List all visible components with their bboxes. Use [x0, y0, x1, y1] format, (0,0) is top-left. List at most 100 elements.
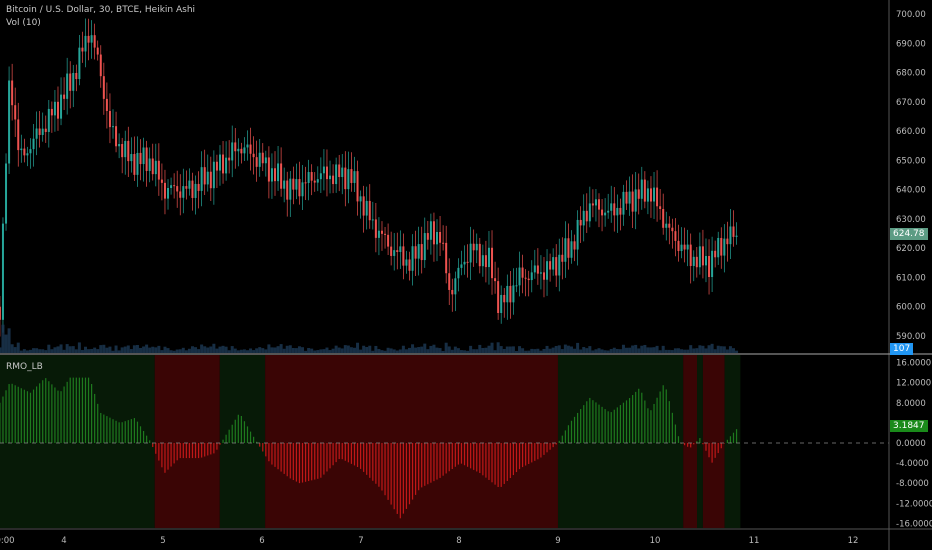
candle-body [188, 180, 191, 189]
volume-bar [646, 347, 650, 353]
candle-body [127, 140, 130, 162]
candle-body [451, 289, 454, 295]
volume-bar [270, 347, 274, 353]
candle-body [549, 261, 552, 270]
candle-body [38, 128, 41, 135]
candle-body [377, 230, 380, 238]
candle-body [56, 101, 59, 119]
volume-bar [285, 345, 289, 353]
volume-bar [322, 349, 326, 353]
volume-bar [664, 349, 668, 353]
candle-body [176, 186, 179, 192]
candle-body [246, 144, 249, 148]
volume-bar [560, 349, 564, 353]
candle-body [640, 179, 643, 199]
volume-bar [301, 347, 305, 353]
candle-body [139, 152, 142, 165]
volume-bar [530, 348, 534, 353]
candle-body [683, 244, 686, 250]
volume-bar [148, 347, 152, 353]
volume-bar [282, 348, 286, 353]
indicator-legend: RMO_LB [6, 362, 43, 372]
candle-body [665, 223, 668, 228]
candle-body [277, 163, 280, 182]
volume-bar [325, 347, 329, 353]
candle-body [649, 188, 652, 202]
volume-bar [542, 348, 546, 353]
volume-bar [478, 344, 482, 353]
osc-region-bear [683, 355, 698, 528]
volume-bar [466, 350, 470, 353]
candle-body [374, 219, 377, 238]
volume-bar [469, 345, 473, 353]
volume-bar [475, 349, 479, 353]
candle-body [460, 264, 463, 268]
candle-body [408, 259, 411, 271]
candle-body [87, 35, 90, 43]
volume-bar [297, 346, 301, 353]
candle-body [167, 188, 170, 199]
volume-bar [349, 347, 353, 353]
volume-bar [438, 348, 442, 353]
candle-body [509, 285, 512, 303]
candle-body [322, 166, 325, 174]
candle-body [41, 128, 44, 135]
volume-bar [175, 349, 179, 353]
candle-body [240, 148, 243, 154]
candle-body [704, 256, 707, 266]
candle-body [78, 47, 81, 80]
volume-bar [631, 345, 635, 353]
volume-bar [132, 345, 136, 353]
volume-bar [573, 348, 577, 353]
volume-bar [154, 347, 158, 353]
candle-body [466, 261, 469, 263]
candle-body [558, 254, 561, 276]
candle-body [29, 149, 32, 154]
time-tick-label: 5 [160, 536, 165, 546]
volume-bar [606, 350, 610, 353]
candle-body [469, 243, 472, 263]
volume-bar [533, 349, 537, 353]
volume-bar [609, 348, 613, 353]
candle-body [63, 94, 66, 99]
volume-bar [713, 349, 717, 353]
volume-bar [493, 350, 497, 353]
volume-bar [707, 345, 711, 353]
volume-bar [233, 348, 237, 353]
volume-bar [90, 348, 94, 353]
candle-body [197, 183, 200, 191]
volume-bar [374, 345, 378, 353]
volume-bar [252, 350, 256, 353]
candle-body [726, 238, 729, 245]
volume-bar [258, 347, 262, 353]
candle-body [84, 35, 87, 52]
volume-bar [521, 348, 525, 353]
volume-bar [178, 349, 182, 353]
price-tick-label: 600.00 [896, 303, 926, 313]
candle-body [503, 294, 506, 303]
volume-bar [93, 347, 97, 353]
volume-badge: 107 [890, 343, 914, 355]
candle-body [384, 233, 387, 235]
volume-bar [576, 342, 580, 353]
volume-bar [62, 349, 66, 353]
candle-body [136, 152, 139, 175]
candle-body [515, 285, 518, 287]
candle-body [368, 200, 371, 221]
volume-bar [212, 343, 216, 353]
candle-body [335, 164, 338, 185]
volume-bar [429, 345, 433, 353]
volume-bar [291, 348, 295, 353]
candle-body [573, 241, 576, 250]
volume-bar [38, 349, 42, 353]
candle-body [616, 207, 619, 216]
candle-body [72, 72, 75, 91]
volume-bar [245, 350, 249, 353]
candle-body [212, 161, 215, 189]
volume-bar [120, 347, 124, 353]
candle-body [619, 207, 622, 215]
volume-bar [56, 346, 60, 353]
candle-body [708, 256, 711, 278]
